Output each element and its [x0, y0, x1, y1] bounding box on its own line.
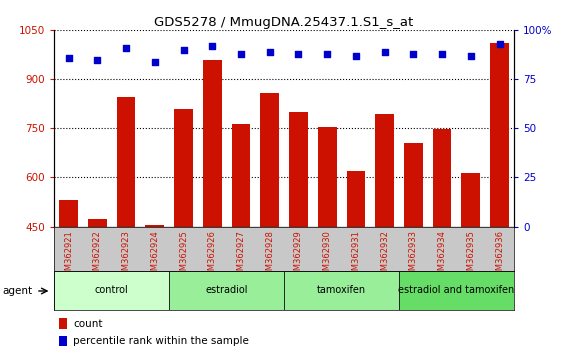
Text: agent: agent	[3, 286, 33, 296]
Bar	[399, 271, 514, 310]
Bar	[174, 109, 193, 354]
Bar	[433, 129, 452, 354]
Text: estradiol: estradiol	[206, 285, 248, 295]
Text: GSM362922: GSM362922	[93, 230, 102, 281]
Bar	[490, 43, 509, 354]
Bar	[88, 219, 107, 354]
Text: GSM362936: GSM362936	[495, 230, 504, 281]
Bar	[260, 93, 279, 354]
Text: GSM362927: GSM362927	[236, 230, 246, 281]
Text: GSM362921: GSM362921	[64, 230, 73, 281]
Bar	[59, 200, 78, 354]
Point	[236, 51, 246, 57]
Point	[208, 43, 217, 48]
Text: GSM362929: GSM362929	[294, 230, 303, 281]
Bar	[169, 271, 284, 310]
Text: estradiol and tamoxifen: estradiol and tamoxifen	[399, 285, 514, 295]
Bar	[347, 171, 365, 354]
Point	[265, 49, 274, 55]
Point	[351, 53, 360, 58]
Text: GSM362930: GSM362930	[323, 230, 332, 281]
Text: GSM362923: GSM362923	[122, 230, 131, 281]
Point	[409, 51, 418, 57]
Bar	[461, 172, 480, 354]
Point	[64, 55, 73, 61]
Point	[150, 59, 159, 64]
Bar	[232, 124, 250, 354]
Text: GSM362932: GSM362932	[380, 230, 389, 281]
Text: count: count	[73, 319, 102, 329]
Bar	[318, 127, 336, 354]
Bar	[54, 271, 169, 310]
Text: control: control	[95, 285, 128, 295]
Text: GSM362928: GSM362928	[265, 230, 274, 281]
Title: GDS5278 / MmugDNA.25437.1.S1_s_at: GDS5278 / MmugDNA.25437.1.S1_s_at	[154, 16, 414, 29]
Bar	[404, 143, 423, 354]
Text: GSM362924: GSM362924	[150, 230, 159, 281]
Text: GSM362931: GSM362931	[351, 230, 360, 281]
Text: GSM362933: GSM362933	[409, 230, 418, 281]
Bar	[59, 336, 67, 346]
Point	[437, 51, 447, 57]
Point	[179, 47, 188, 52]
Text: GSM362934: GSM362934	[437, 230, 447, 281]
Bar	[203, 59, 222, 354]
Bar	[375, 114, 394, 354]
Bar	[289, 112, 308, 354]
Bar	[284, 271, 399, 310]
Text: GSM362925: GSM362925	[179, 230, 188, 281]
Text: GSM362935: GSM362935	[467, 230, 475, 281]
Point	[294, 51, 303, 57]
Point	[380, 49, 389, 55]
Point	[495, 41, 504, 47]
Point	[122, 45, 131, 51]
Text: percentile rank within the sample: percentile rank within the sample	[73, 336, 249, 346]
Point	[467, 53, 476, 58]
Text: tamoxifen: tamoxifen	[317, 285, 366, 295]
Bar	[59, 319, 67, 329]
Point	[93, 57, 102, 62]
Point	[323, 51, 332, 57]
Bar	[116, 97, 135, 354]
Text: GSM362926: GSM362926	[208, 230, 217, 281]
Bar	[146, 225, 164, 354]
